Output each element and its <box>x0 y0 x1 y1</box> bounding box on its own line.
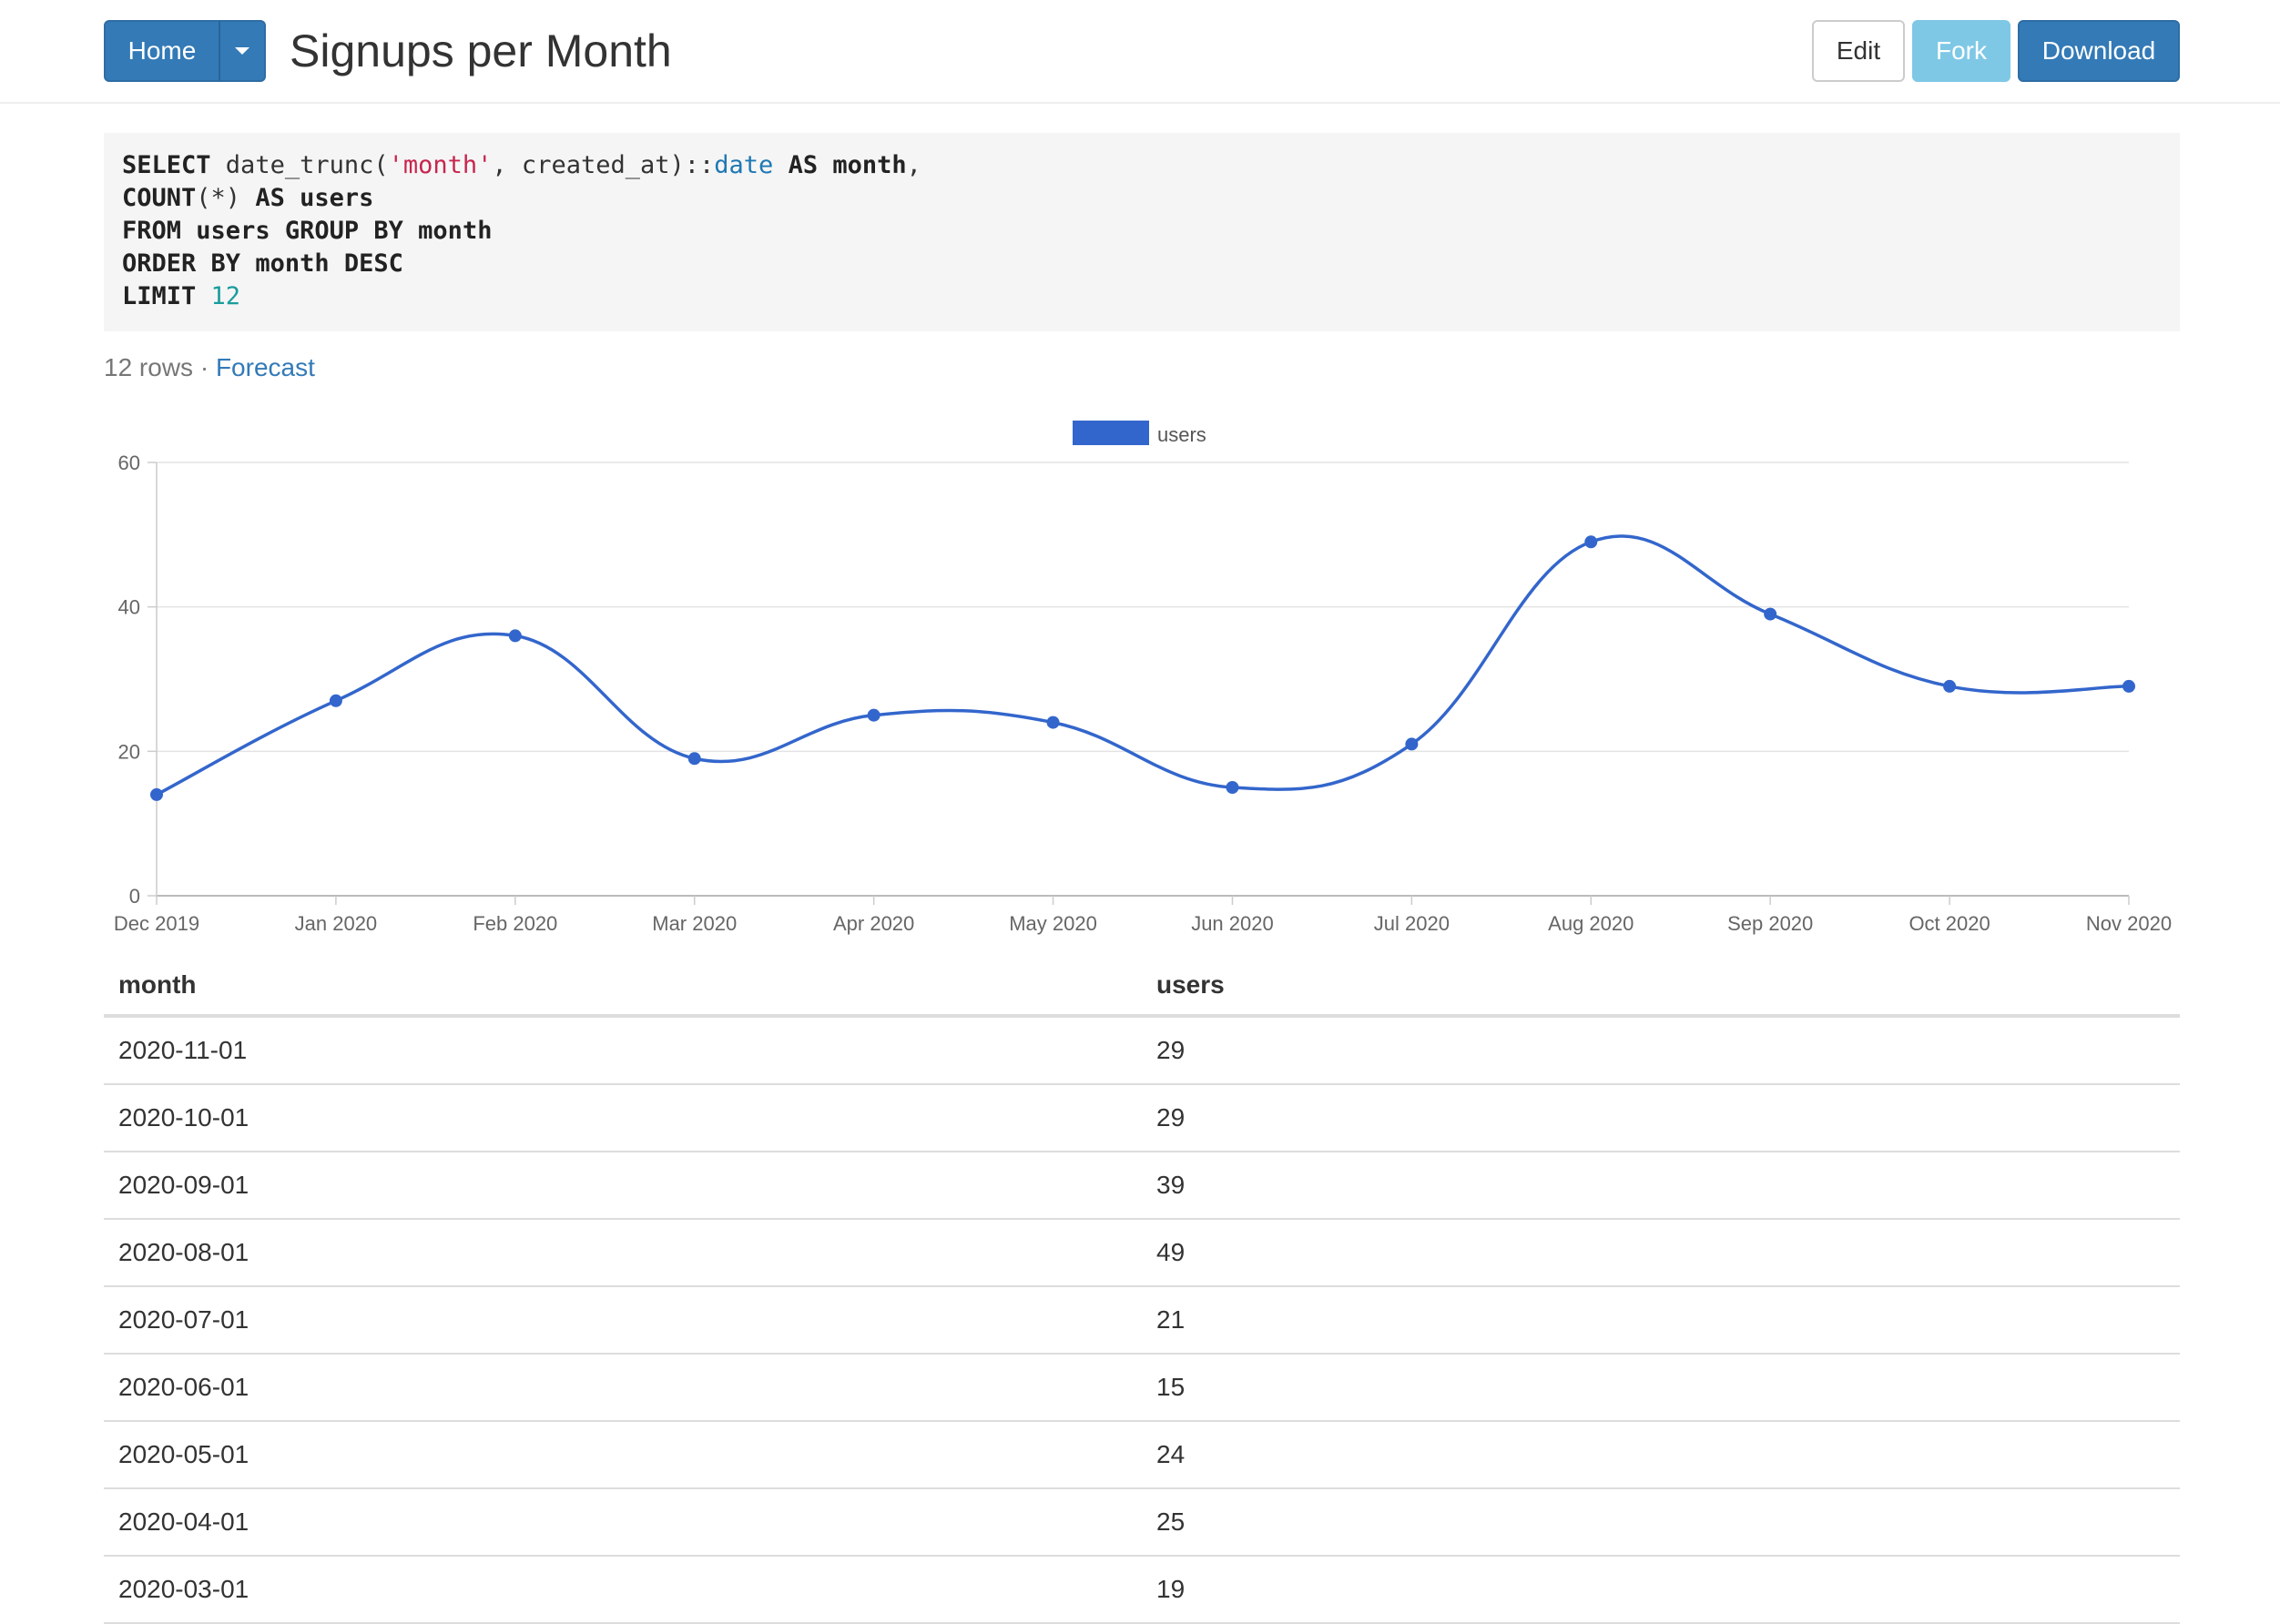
x-tick-label: Aug 2020 <box>1548 912 1634 935</box>
x-tick-label: Mar 2020 <box>652 912 737 935</box>
cell-month: 2020-08-01 <box>104 1219 1142 1287</box>
sql-line: ORDER BY month DESC <box>122 249 403 278</box>
results-table: month users 2020-11-01 29 2020-10-01 29 2020… <box>104 956 2180 1624</box>
data-point <box>508 629 522 643</box>
x-tick-label: Oct 2020 <box>1908 912 1990 935</box>
cell-month: 2020-09-01 <box>104 1152 1142 1220</box>
fork-button-label: Fork <box>1936 36 1987 65</box>
sql-line: LIMIT 12 <box>122 282 241 310</box>
meta-separator: · <box>199 353 209 381</box>
sql-query-block: SELECT date_trunc('month', created_at)::… <box>104 133 2180 331</box>
x-tick-label: Dec 2019 <box>114 912 199 935</box>
row-count: 12 rows <box>104 353 194 381</box>
table-row: 2020-05-01 24 <box>104 1421 2180 1489</box>
page-title: Signups per Month <box>290 25 672 76</box>
data-point <box>1584 535 1598 549</box>
cell-month: 2020-05-01 <box>104 1421 1142 1489</box>
data-point <box>329 694 342 707</box>
table-row: 2020-03-01 19 <box>104 1556 2180 1624</box>
edit-button-label: Edit <box>1836 36 1881 65</box>
x-tick-label: Sep 2020 <box>1727 912 1813 935</box>
result-meta: 12 rows · Forecast <box>104 350 315 386</box>
data-point <box>150 787 163 801</box>
table-row: 2020-09-01 39 <box>104 1152 2180 1220</box>
cell-users: 19 <box>1142 1556 2180 1624</box>
column-header-users[interactable]: users <box>1142 956 2180 1018</box>
cell-month: 2020-10-01 <box>104 1084 1142 1152</box>
data-point <box>687 752 701 766</box>
sql-line: COUNT(*) AS users <box>122 184 374 212</box>
data-point <box>2122 679 2135 693</box>
legend-swatch <box>1073 421 1149 445</box>
data-point <box>1405 737 1419 751</box>
column-header-month[interactable]: month <box>104 956 1142 1018</box>
table-row: 2020-08-01 49 <box>104 1219 2180 1287</box>
x-tick-label: Jun 2020 <box>1191 912 1274 935</box>
cell-month: 2020-07-01 <box>104 1286 1142 1355</box>
cell-users: 29 <box>1142 1016 2180 1085</box>
y-tick-label: 0 <box>129 885 140 908</box>
cell-users: 49 <box>1142 1219 2180 1287</box>
forecast-link[interactable]: Forecast <box>215 353 315 381</box>
data-point <box>867 708 880 722</box>
table-row: 2020-11-01 29 <box>104 1016 2180 1085</box>
x-tick-label: Feb 2020 <box>473 912 557 935</box>
x-tick-label: Apr 2020 <box>833 912 914 935</box>
sql-line: FROM users GROUP BY month <box>122 217 493 245</box>
table-row: 2020-04-01 25 <box>104 1488 2180 1557</box>
home-button-label: Home <box>127 36 197 65</box>
x-tick-label: Nov 2020 <box>2086 912 2172 935</box>
table-header-row: month users <box>104 956 2180 1018</box>
cell-month: 2020-06-01 <box>104 1354 1142 1422</box>
table-row: 2020-10-01 29 <box>104 1084 2180 1152</box>
cell-month: 2020-04-01 <box>104 1488 1142 1557</box>
cell-users: 25 <box>1142 1488 2180 1557</box>
download-button[interactable]: Download <box>2018 20 2180 82</box>
home-dropdown-toggle[interactable] <box>219 20 266 82</box>
cell-users: 29 <box>1142 1084 2180 1152</box>
cell-users: 39 <box>1142 1152 2180 1220</box>
cell-month: 2020-11-01 <box>104 1016 1142 1085</box>
table-row: 2020-06-01 15 <box>104 1354 2180 1422</box>
fork-button[interactable]: Fork <box>1912 20 2010 82</box>
y-tick-label: 60 <box>118 452 140 474</box>
data-point <box>1046 716 1060 729</box>
data-point <box>1226 781 1239 794</box>
x-tick-label: Jul 2020 <box>1374 912 1450 935</box>
data-point <box>1943 679 1957 693</box>
x-tick-label: May 2020 <box>1009 912 1097 935</box>
top-bar: Home Signups per Month Edit Fork Downloa… <box>0 0 2280 104</box>
legend-label: users <box>1157 423 1206 446</box>
cell-users: 21 <box>1142 1286 2180 1355</box>
edit-button[interactable]: Edit <box>1812 20 1905 82</box>
x-tick-label: Jan 2020 <box>295 912 378 935</box>
cell-users: 15 <box>1142 1354 2180 1422</box>
line-chart: users 0 20 40 60 Dec 2019 Jan 2020 Feb 2020 Mar … <box>114 421 2172 935</box>
download-button-label: Download <box>2041 36 2156 65</box>
caret-down-icon <box>235 47 249 55</box>
cell-month: 2020-03-01 <box>104 1556 1142 1624</box>
data-point <box>1764 607 1777 621</box>
y-tick-label: 20 <box>118 740 140 763</box>
cell-users: 24 <box>1142 1421 2180 1489</box>
home-button[interactable]: Home <box>104 20 220 82</box>
table-row: 2020-07-01 21 <box>104 1286 2180 1355</box>
series-line-users <box>156 534 2130 797</box>
sql-line: SELECT date_trunc('month', created_at)::… <box>122 151 921 179</box>
y-tick-label: 40 <box>118 596 140 619</box>
